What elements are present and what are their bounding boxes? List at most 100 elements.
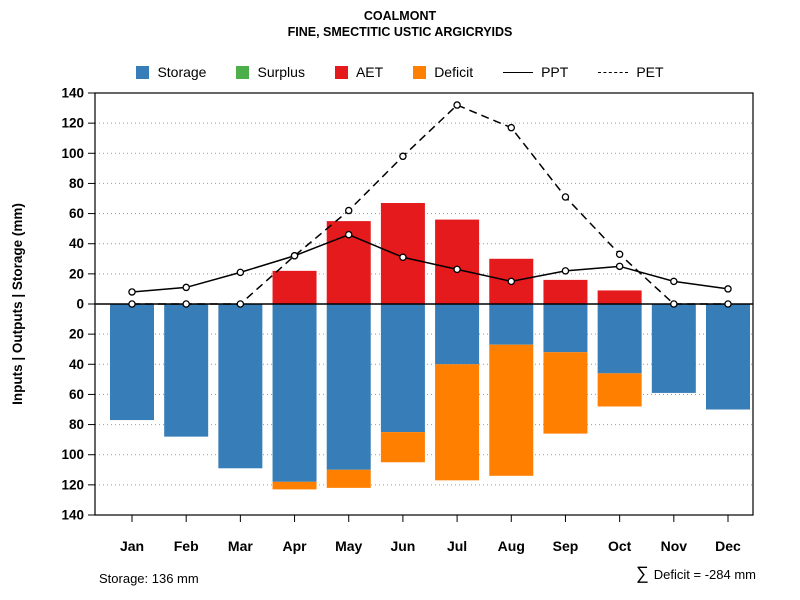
storage-bar (489, 304, 534, 345)
y-tick-label: 80 (69, 176, 84, 191)
x-tick-label: Jul (447, 538, 467, 554)
y-tick-label: 20 (69, 327, 84, 342)
aet-bar (272, 270, 317, 304)
deficit-note: ∑ Deficit = -284 mm (636, 564, 756, 582)
pet-point (615, 250, 624, 259)
storage-bar (380, 304, 425, 433)
ppt-point (344, 230, 353, 239)
ppt-point (561, 267, 570, 275)
legend-label: PET (636, 64, 664, 80)
storage-bar (651, 304, 696, 393)
storage-bar (110, 304, 154, 421)
pet-point (344, 206, 353, 215)
x-tick-label: Jun (390, 538, 415, 554)
pet-point (561, 193, 570, 201)
y-tick-label: 120 (61, 477, 84, 492)
chart-title: COALMONT (363, 9, 437, 23)
aet-bar (543, 279, 588, 304)
storage-bar (272, 304, 317, 482)
y-tick-label: 40 (69, 236, 84, 251)
legend-item-surplus: Surplus (236, 64, 305, 80)
ppt-line (131, 233, 729, 293)
storage-bar (706, 304, 750, 410)
y-tick-label: 120 (61, 116, 84, 131)
pet-point (182, 300, 190, 308)
x-tick-label: Oct (608, 538, 632, 554)
y-tick-label: 60 (69, 387, 84, 402)
ppt-point (128, 288, 136, 296)
bars (110, 203, 750, 490)
storage-bar (435, 304, 480, 365)
pet-line (132, 104, 728, 305)
storage-bar (543, 304, 588, 353)
x-tick-label: Nov (661, 538, 688, 554)
surplus-swatch-icon (236, 65, 250, 79)
storage-note: Storage: 136 mm (99, 571, 199, 586)
legend: Storage Surplus AET Deficit PPT PET (0, 64, 800, 80)
deficit-bar (597, 373, 642, 407)
y-tick-label: 0 (76, 297, 84, 312)
deficit-bar (543, 352, 588, 434)
pet-point (724, 300, 732, 308)
legend-item-ppt: PPT (503, 64, 568, 80)
x-tick-label: Mar (228, 538, 253, 554)
y-tick-label: 40 (69, 357, 84, 372)
deficit-bar (435, 364, 480, 481)
pet-point (236, 300, 245, 308)
deficit-bar (380, 432, 425, 463)
pet-point (507, 123, 516, 132)
aet-swatch-icon (334, 65, 348, 79)
y-axis-title: Inputs | Outputs | Storage (mm) (10, 203, 25, 405)
x-tick-label: Apr (282, 538, 307, 554)
ppt-point (399, 253, 407, 262)
pet-point (399, 152, 407, 161)
legend-item-storage: Storage (136, 64, 206, 80)
ppt-point (236, 268, 245, 277)
legend-label: Storage (157, 64, 207, 80)
legend-label: PPT (541, 64, 569, 80)
x-tick-label: Jan (120, 538, 144, 554)
ppt-point (507, 277, 516, 286)
pet-line-sample-icon (598, 71, 629, 73)
x-tick-label: Feb (174, 538, 199, 554)
ppt-point (290, 252, 299, 260)
ppt-point (670, 277, 678, 286)
legend-label: Surplus (257, 64, 305, 80)
legend-label: AET (355, 64, 384, 80)
y-axis: 140 120 100 80 60 40 20 0 20 40 60 80 100 120 140 (61, 86, 95, 523)
chart-header: COALMONT FINE, SMECTITIC USTIC ARGICRYID… (0, 9, 800, 40)
x-tick-label: Sep (553, 538, 579, 554)
storage-swatch-icon (136, 65, 150, 79)
aet-bar (380, 203, 425, 304)
pet-point (670, 300, 678, 308)
y-tick-label: 100 (61, 146, 84, 161)
ppt-point (724, 285, 732, 293)
x-tick-label: Aug (498, 538, 525, 554)
y-tick-label: 100 (61, 447, 84, 462)
aet-bar (597, 290, 642, 304)
y-tick-label: 20 (69, 266, 84, 281)
x-tick-label: May (335, 538, 362, 554)
aet-bar (435, 219, 480, 304)
sigma-symbol: ∑ (635, 563, 649, 583)
ppt-point (453, 265, 461, 274)
deficit-bar (326, 469, 371, 488)
pet-point (128, 300, 136, 308)
x-tick-label: Dec (715, 538, 741, 554)
x-axis: Jan Feb Mar Apr May Jun Jul Aug Sep Oct Nov Dec (120, 515, 741, 554)
storage-bar (326, 304, 371, 470)
water-balance-chart: 140 120 100 80 60 40 20 0 20 40 60 80 100 120 140 Input… (10, 86, 754, 554)
ppt-line-sample-icon (503, 71, 534, 73)
ppt-point (615, 262, 624, 271)
legend-item-aet: AET (334, 64, 384, 80)
legend-label: Deficit (434, 64, 474, 80)
deficit-text: Deficit = -284 mm (653, 567, 756, 582)
storage-bar (218, 304, 263, 469)
deficit-swatch-icon (413, 65, 427, 79)
deficit-bar (489, 344, 534, 476)
pet-point (453, 101, 461, 109)
storage-bar (597, 304, 642, 374)
ppt-point (182, 283, 190, 292)
y-tick-label: 140 (61, 86, 84, 101)
